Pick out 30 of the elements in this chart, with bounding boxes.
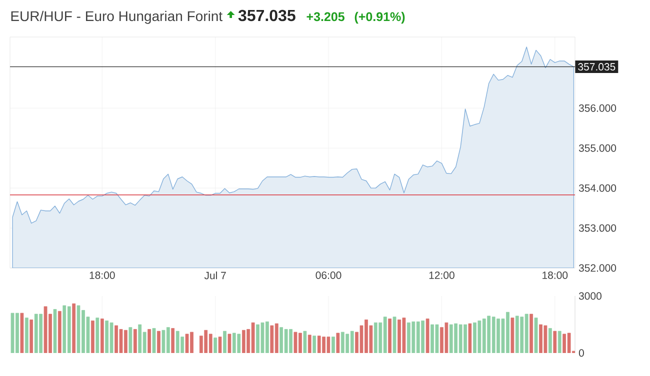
bar: [468, 323, 472, 353]
x-tick-label: 06:00: [316, 272, 342, 279]
y-tick-label: 354.000: [578, 184, 616, 192]
bar: [157, 330, 160, 353]
x-tick-label: 18:00: [542, 272, 568, 279]
bar: [30, 320, 34, 353]
text: (+0.91%): [354, 12, 405, 24]
text: 357.035: [238, 10, 296, 22]
x-tick-label: Jul 7: [204, 272, 226, 280]
bar: [223, 330, 226, 353]
y-tick-label: 352.000: [578, 264, 616, 272]
y-tick-label: 3000: [578, 292, 602, 300]
bar: [392, 316, 396, 353]
bar: [332, 336, 335, 353]
y-tick-label: 0: [578, 349, 584, 357]
chart-title: EUR/HUF - Euro Hungarian Forint: [11, 10, 222, 24]
y-tick-label: 353.000: [578, 224, 616, 232]
bar: [426, 318, 430, 353]
bar: [312, 336, 316, 353]
bar: [96, 318, 100, 353]
bar: [534, 318, 538, 353]
y-tick-label: 355.000: [578, 144, 616, 152]
text: +3.205: [306, 12, 344, 22]
bar: [100, 318, 104, 353]
bar: [20, 312, 24, 353]
x-tick-label: 12:00: [429, 272, 454, 279]
x-tick-label: 18:00: [90, 272, 115, 279]
bar: [218, 336, 222, 353]
y-tick-label: 356.000: [578, 104, 616, 112]
ref-line-label: 357.035: [578, 63, 616, 70]
